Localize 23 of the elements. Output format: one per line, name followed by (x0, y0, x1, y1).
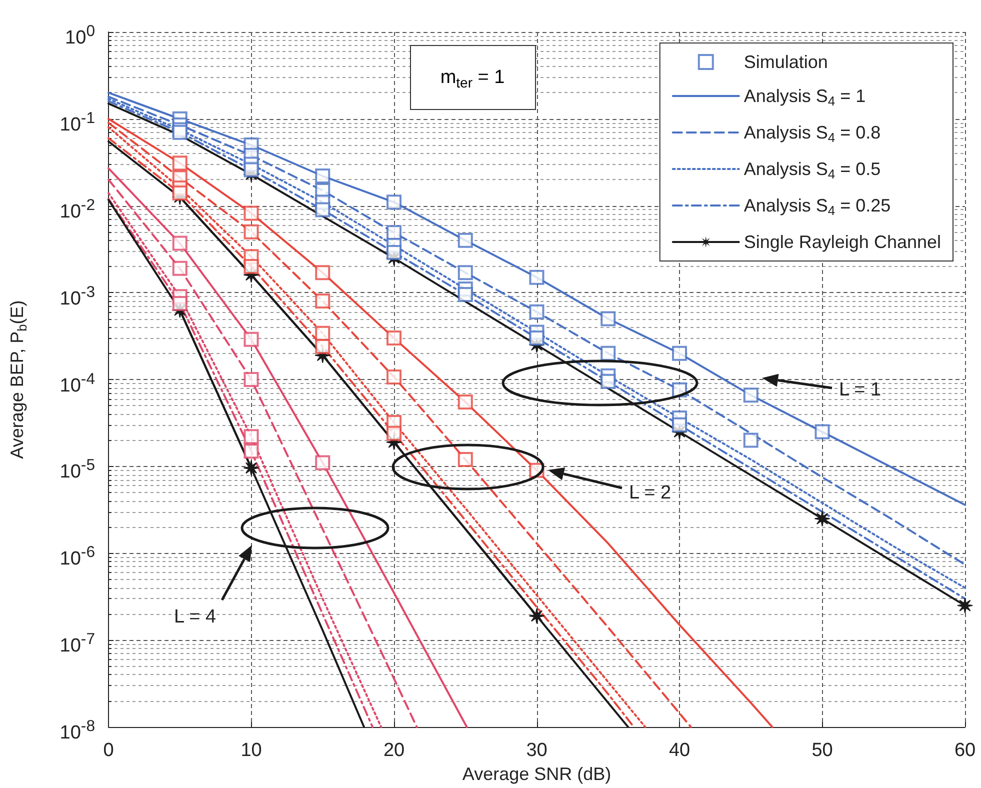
y-tick-label: 10$^{-7}$ (60, 630, 95, 658)
annotation: L = 1 (838, 380, 882, 400)
y-axis-title: Average BEP, Pb(E) (7, 300, 30, 459)
x-tick-label: 50 (812, 740, 833, 761)
y-tick-label: 10$^{-4}$ (60, 370, 95, 397)
x-tick-label: 40 (668, 740, 690, 761)
y-tick-label: 10$^{0}$ (65, 22, 95, 50)
annotation: L = 2 (628, 482, 672, 504)
x-tick-label: 10 (240, 740, 262, 761)
x-axis-title: Average SNR (dB) (462, 764, 612, 784)
legend-label: Single Rayleigh Channel (744, 232, 942, 252)
legend-label: Simulation (744, 52, 828, 72)
x-tick-label: 30 (526, 740, 548, 761)
y-tick-label: 10$^{-3}$ (60, 282, 95, 310)
x-tick-label: 60 (954, 740, 976, 761)
annotation: L = 4 (174, 606, 216, 628)
y-tick-label: 10$^{-6}$ (60, 543, 95, 571)
x-tick-label: 0 (103, 740, 114, 761)
y-tick-label: 10$^{-2}$ (60, 196, 95, 224)
y-tick-label: 10$^{-1}$ (60, 108, 95, 136)
x-tick-label: 20 (383, 740, 405, 761)
y-tick-label: 10$^{-8}$ (60, 717, 95, 744)
y-tick-label: 10$^{-5}$ (60, 456, 95, 484)
